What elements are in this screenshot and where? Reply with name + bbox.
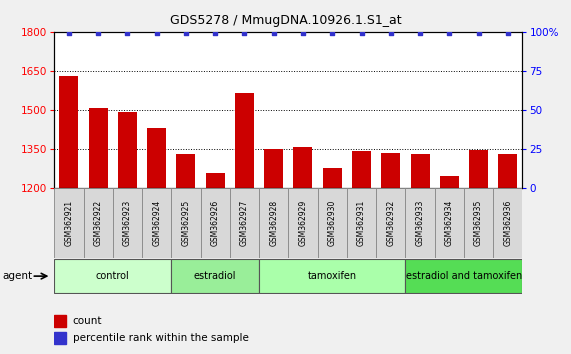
Bar <box>469 150 488 188</box>
Bar <box>235 93 254 188</box>
Text: GSM362932: GSM362932 <box>386 200 395 246</box>
Text: GSM362931: GSM362931 <box>357 200 366 246</box>
Text: GSM362923: GSM362923 <box>123 200 132 246</box>
Bar <box>176 154 195 188</box>
Bar <box>405 188 435 258</box>
Bar <box>317 188 347 258</box>
Text: GDS5278 / MmugDNA.10926.1.S1_at: GDS5278 / MmugDNA.10926.1.S1_at <box>170 14 401 27</box>
Point <box>416 30 425 36</box>
Bar <box>259 188 288 258</box>
Point <box>94 30 103 36</box>
Text: GSM362936: GSM362936 <box>503 200 512 246</box>
Text: GSM362934: GSM362934 <box>445 200 454 246</box>
Point <box>65 30 74 36</box>
Text: count: count <box>73 316 102 326</box>
Bar <box>493 188 522 258</box>
Text: percentile rank within the sample: percentile rank within the sample <box>73 333 249 343</box>
Bar <box>293 147 312 188</box>
Bar <box>230 188 259 258</box>
Bar <box>147 128 166 188</box>
Text: GSM362933: GSM362933 <box>416 200 425 246</box>
Text: GSM362928: GSM362928 <box>269 200 278 246</box>
Bar <box>264 149 283 188</box>
Bar <box>54 315 66 327</box>
Text: GSM362935: GSM362935 <box>474 200 483 246</box>
Text: GSM362927: GSM362927 <box>240 200 249 246</box>
Point <box>269 30 278 36</box>
Point <box>357 30 366 36</box>
Bar <box>142 188 171 258</box>
Point <box>503 30 512 36</box>
Bar <box>259 259 405 293</box>
Text: estradiol: estradiol <box>194 271 236 281</box>
Text: agent: agent <box>3 271 33 281</box>
Text: estradiol and tamoxifen: estradiol and tamoxifen <box>406 271 522 281</box>
Bar <box>206 173 225 188</box>
Point <box>240 30 249 36</box>
Bar <box>118 112 137 188</box>
Point <box>152 30 161 36</box>
Bar <box>498 154 517 188</box>
Bar <box>54 332 66 344</box>
Bar <box>89 108 108 188</box>
Text: GSM362922: GSM362922 <box>94 200 103 246</box>
Bar <box>59 76 78 188</box>
Bar <box>113 188 142 258</box>
Point <box>386 30 395 36</box>
Bar <box>411 154 429 188</box>
Text: control: control <box>96 271 130 281</box>
Point <box>123 30 132 36</box>
Bar <box>323 168 342 188</box>
Bar <box>171 188 200 258</box>
Bar <box>435 188 464 258</box>
Bar <box>376 188 405 258</box>
Bar <box>288 188 317 258</box>
Bar <box>171 259 259 293</box>
Text: GSM362925: GSM362925 <box>182 200 191 246</box>
Bar <box>381 153 400 188</box>
Point <box>445 30 454 36</box>
Text: GSM362930: GSM362930 <box>328 200 337 246</box>
Point <box>474 30 483 36</box>
Text: GSM362926: GSM362926 <box>211 200 220 246</box>
Text: tamoxifen: tamoxifen <box>308 271 357 281</box>
Text: GSM362921: GSM362921 <box>65 200 74 246</box>
Point <box>328 30 337 36</box>
Bar <box>54 188 83 258</box>
Bar <box>464 188 493 258</box>
Point <box>299 30 308 36</box>
Bar <box>54 259 171 293</box>
Bar <box>405 259 522 293</box>
Point <box>182 30 191 36</box>
Point <box>211 30 220 36</box>
Text: GSM362924: GSM362924 <box>152 200 161 246</box>
Bar <box>352 151 371 188</box>
Bar <box>200 188 230 258</box>
Text: GSM362929: GSM362929 <box>299 200 308 246</box>
Bar <box>440 176 459 188</box>
Bar <box>347 188 376 258</box>
Bar <box>83 188 112 258</box>
